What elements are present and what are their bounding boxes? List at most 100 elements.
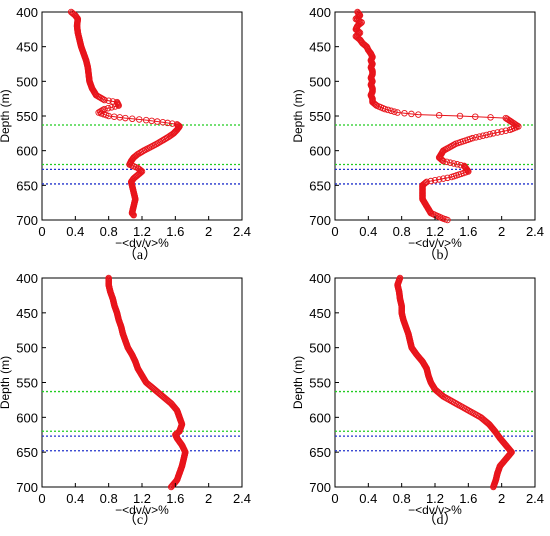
x-tick-label: 2.4: [233, 491, 251, 506]
data-point: [111, 103, 119, 110]
data-point: [498, 128, 505, 135]
data-point: [167, 483, 175, 491]
data-points: [67, 8, 183, 219]
data-point: [391, 108, 398, 115]
y-ticks: 400 450 500 550 600 650 700: [309, 5, 339, 228]
data-point: [448, 173, 455, 181]
panel-c: 0 0.4 0.8 1.2 1.6 2 2.4 400450500550600650700 …: [0, 271, 251, 528]
y-tick-label: 400: [309, 271, 331, 286]
series-line: [396, 277, 513, 488]
data-points: [352, 8, 522, 224]
y-tick-label: 650: [309, 178, 331, 193]
data-point: [440, 175, 447, 182]
data-point: [168, 482, 176, 490]
data-point: [129, 210, 136, 218]
data-point: [479, 132, 487, 140]
x-tick-label: 1.6: [166, 224, 184, 239]
data-point: [450, 160, 458, 167]
y-tick-label: 500: [16, 74, 38, 89]
x-tick-label: 0.4: [359, 491, 377, 506]
y-tick-label: 600: [16, 410, 38, 425]
x-tick-label: 2.4: [526, 491, 544, 506]
y-tick-label: 700: [309, 213, 331, 228]
x-tick-label: 2: [205, 491, 212, 506]
data-point: [486, 130, 494, 138]
reference-lines: [42, 390, 242, 452]
reference-lines: [335, 124, 535, 185]
data-point: [494, 129, 501, 136]
y-tick-label: 600: [16, 144, 38, 159]
data-point: [472, 134, 480, 141]
data-point: [440, 157, 447, 165]
data-point: [443, 158, 451, 166]
panel-b: 0 0.4 0.8 1.2 1.6 2 2.4 400450500550600650700 …: [291, 5, 544, 263]
x-axis-label: −<dv/v>%: [408, 236, 462, 250]
x-tick-label: 2: [498, 224, 505, 239]
y-tick-label: 550: [16, 376, 38, 391]
x-tick-label: 2.4: [233, 224, 251, 239]
y-tick-label: 400: [16, 5, 38, 20]
x-tick-label: 0: [38, 491, 45, 506]
y-axis-label: Depth (m): [291, 89, 305, 142]
plot-frame: [41, 277, 243, 488]
data-point: [439, 156, 446, 164]
data-point: [408, 110, 415, 118]
data-point: [447, 159, 454, 166]
data-point: [438, 156, 445, 163]
panel-caption: （b）: [423, 247, 458, 263]
y-tick-label: 500: [309, 341, 331, 356]
data-point: [130, 211, 137, 219]
data-point: [506, 126, 514, 134]
y-tick-label: 700: [16, 480, 38, 495]
data-point: [155, 139, 162, 147]
y-tick-label: 650: [309, 445, 331, 460]
x-tick-label: 0.4: [66, 491, 84, 506]
y-tick-label: 700: [16, 213, 38, 228]
data-point: [453, 161, 461, 168]
data-point: [135, 116, 143, 123]
x-tick-label: 1.6: [459, 224, 477, 239]
x-axis-label: −<dv/v>%: [115, 503, 169, 517]
y-tick-label: 650: [16, 178, 38, 193]
data-point: [444, 216, 451, 224]
y-tick-label: 600: [309, 410, 331, 425]
data-point: [129, 115, 136, 123]
y-tick-label: 450: [16, 306, 38, 321]
y-tick-label: 650: [16, 445, 38, 460]
y-ticks: 400 450 500 550 600 650 700: [16, 5, 46, 228]
y-tick-label: 700: [309, 480, 331, 495]
data-point: [435, 112, 443, 119]
y-tick-label: 450: [309, 40, 331, 55]
data-point: [456, 112, 464, 120]
data-point: [159, 118, 167, 126]
panel-caption: （c）: [123, 512, 157, 528]
y-axis-label: Depth (m): [0, 356, 12, 409]
data-point: [384, 106, 392, 114]
y-axis-label: Depth (m): [291, 356, 305, 409]
panel-caption: （a）: [123, 247, 157, 263]
data-point: [431, 176, 439, 184]
data-point: [129, 211, 137, 218]
x-tick-label: 2: [205, 224, 212, 239]
x-axis-label: −<dv/v>%: [408, 503, 462, 517]
x-tick-label: 0: [38, 224, 45, 239]
data-point: [444, 174, 451, 182]
data-point: [128, 209, 136, 217]
y-tick-label: 450: [16, 40, 38, 55]
data-point: [490, 130, 497, 137]
x-tick-label: 0.4: [359, 224, 377, 239]
y-ticks: 400 450 500 550 600 650 700: [309, 271, 339, 495]
x-tick-label: 1.2: [133, 491, 151, 506]
y-tick-label: 450: [309, 306, 331, 321]
x-tick-label: 0.8: [393, 491, 411, 506]
y-tick-label: 500: [16, 341, 38, 356]
y-ticks: 400 450 500 550 600 650 700: [16, 271, 46, 495]
panel-caption: （d）: [423, 512, 458, 528]
x-tick-label: 0: [331, 224, 338, 239]
x-tick-label: 1.6: [166, 491, 184, 506]
y-tick-label: 550: [16, 109, 38, 124]
data-point: [372, 101, 379, 108]
x-tick-label: 0: [331, 491, 338, 506]
y-axis-label: Depth (m): [0, 89, 12, 142]
